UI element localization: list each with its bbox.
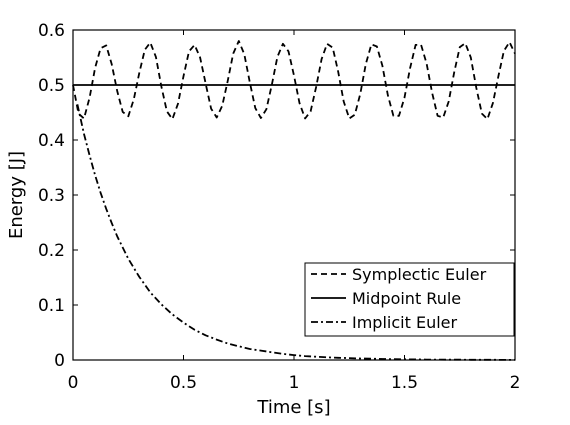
y-tick-label: 0.4 xyxy=(38,131,65,151)
y-tick-label: 0.5 xyxy=(38,76,65,96)
legend-label: Implicit Euler xyxy=(352,313,457,332)
legend: Symplectic Euler Midpoint Rule Implicit Eu… xyxy=(304,262,515,337)
x-tick-label: 2 xyxy=(510,373,521,393)
y-tick-label: 0.1 xyxy=(38,296,65,316)
x-tick-label: 0.5 xyxy=(170,373,197,393)
y-tick-label: 0.3 xyxy=(38,186,65,206)
x-axis-label: Time [s] xyxy=(256,397,330,418)
series-line-symplectic-euler xyxy=(72,40,516,120)
y-axis-label: Energy [J] xyxy=(6,151,27,239)
y-tick-label: 0 xyxy=(54,351,65,371)
ticks-layer: 0 0.5 1 1.5 2 0 0.1 0.2 0.3 0.4 0.5 0.6 xyxy=(38,21,520,393)
legend-box xyxy=(304,262,515,337)
x-tick-label: 1.5 xyxy=(391,373,418,393)
y-tick-label: 0.6 xyxy=(38,21,65,41)
legend-label: Symplectic Euler xyxy=(352,265,487,284)
x-tick-label: 0 xyxy=(68,373,79,393)
y-tick-label: 0.2 xyxy=(38,241,65,261)
x-tick-label: 1 xyxy=(289,373,300,393)
legend-label: Midpoint Rule xyxy=(352,289,461,308)
